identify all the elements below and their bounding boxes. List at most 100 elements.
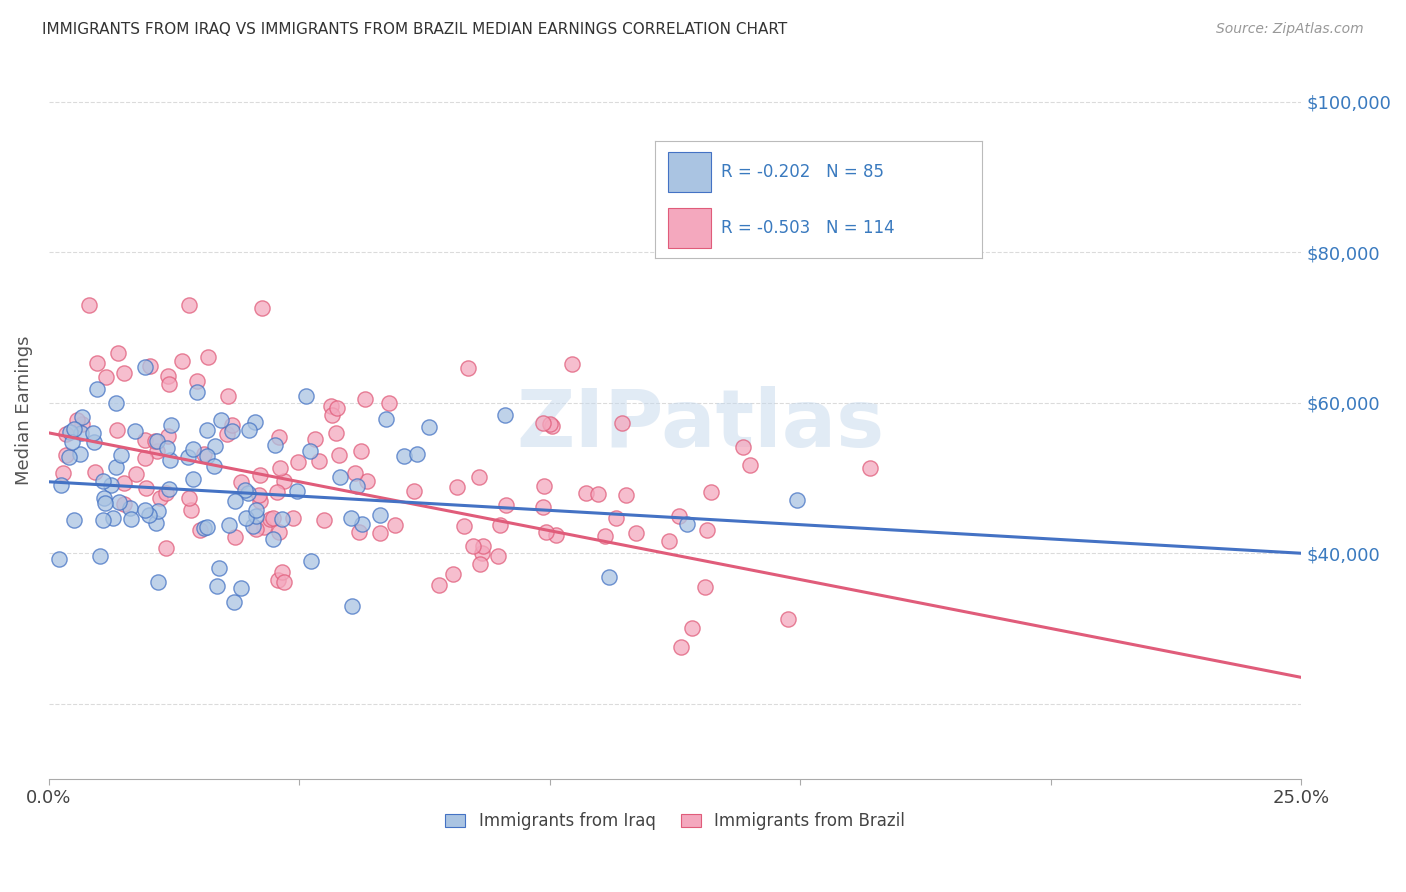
- Point: [83, 435, 105, 450]
- Point: [157, 368, 180, 383]
- Point: [273, 574, 295, 589]
- Point: [221, 425, 243, 439]
- Point: [180, 503, 202, 517]
- Point: [340, 510, 363, 524]
- Point: [224, 530, 246, 544]
- Point: [82, 425, 104, 440]
- Point: [125, 467, 148, 482]
- Bar: [668, 208, 711, 248]
- Point: [344, 467, 367, 481]
- Point: [731, 440, 754, 454]
- Point: [349, 443, 371, 458]
- Point: [287, 455, 309, 469]
- Point: [188, 523, 211, 537]
- Point: [100, 477, 122, 491]
- Point: [70, 417, 93, 432]
- Point: [146, 434, 169, 449]
- Point: [593, 529, 616, 543]
- Point: [247, 488, 270, 502]
- Point: [86, 382, 108, 396]
- Point: [107, 424, 129, 438]
- Point: [299, 554, 322, 568]
- Point: [295, 389, 318, 403]
- Point: [105, 459, 128, 474]
- Point: [242, 519, 264, 533]
- Point: [195, 520, 218, 534]
- Point: [326, 401, 349, 416]
- Point: [89, 549, 111, 563]
- Point: [224, 493, 246, 508]
- Point: [321, 409, 343, 423]
- Point: [461, 539, 484, 553]
- Point: [575, 486, 598, 500]
- Point: [79, 298, 101, 312]
- Point: [378, 396, 401, 410]
- Point: [143, 434, 166, 448]
- Point: [186, 375, 208, 389]
- Point: [494, 408, 516, 422]
- Point: [586, 487, 609, 501]
- Point: [384, 518, 406, 533]
- Point: [392, 449, 415, 463]
- Point: [616, 488, 638, 502]
- Point: [676, 517, 699, 532]
- Point: [402, 483, 425, 498]
- Point: [186, 385, 208, 400]
- Point: [193, 521, 215, 535]
- Point: [271, 511, 294, 525]
- Point: [329, 470, 352, 484]
- Text: ZIPatlas: ZIPatlas: [516, 386, 884, 464]
- Point: [207, 560, 229, 574]
- Point: [120, 500, 142, 515]
- Point: [172, 353, 194, 368]
- Point: [859, 461, 882, 475]
- Point: [63, 513, 86, 527]
- Point: [134, 503, 156, 517]
- Point: [270, 565, 292, 579]
- Point: [540, 419, 562, 434]
- Point: [253, 520, 276, 534]
- Point: [52, 467, 75, 481]
- Point: [471, 546, 494, 560]
- Point: [472, 539, 495, 553]
- Point: [159, 452, 181, 467]
- Point: [134, 451, 156, 466]
- Point: [273, 474, 295, 488]
- Point: [561, 357, 583, 371]
- Point: [308, 453, 330, 467]
- Point: [267, 573, 290, 587]
- Point: [546, 528, 568, 542]
- Point: [209, 413, 232, 427]
- Point: [145, 516, 167, 530]
- Point: [700, 484, 723, 499]
- Point: [668, 509, 690, 524]
- Point: [181, 442, 204, 457]
- Point: [406, 447, 429, 461]
- Point: [238, 423, 260, 437]
- Point: [63, 422, 86, 436]
- Point: [177, 450, 200, 465]
- Point: [146, 575, 169, 590]
- Point: [624, 525, 647, 540]
- Point: [83, 465, 105, 479]
- Point: [157, 377, 180, 392]
- Text: R = -0.503   N = 114: R = -0.503 N = 114: [721, 219, 894, 236]
- Point: [134, 360, 156, 375]
- Point: [598, 570, 620, 584]
- Point: [269, 461, 291, 475]
- Point: [222, 595, 245, 609]
- Point: [453, 519, 475, 533]
- Point: [55, 427, 77, 442]
- Point: [468, 470, 491, 484]
- Point: [457, 361, 479, 376]
- Point: [146, 504, 169, 518]
- Point: [181, 472, 204, 486]
- Point: [418, 420, 440, 434]
- Point: [250, 301, 273, 316]
- Point: [605, 510, 627, 524]
- Point: [120, 512, 142, 526]
- Point: [314, 513, 336, 527]
- Point: [91, 513, 114, 527]
- Point: [298, 443, 321, 458]
- Point: [112, 497, 135, 511]
